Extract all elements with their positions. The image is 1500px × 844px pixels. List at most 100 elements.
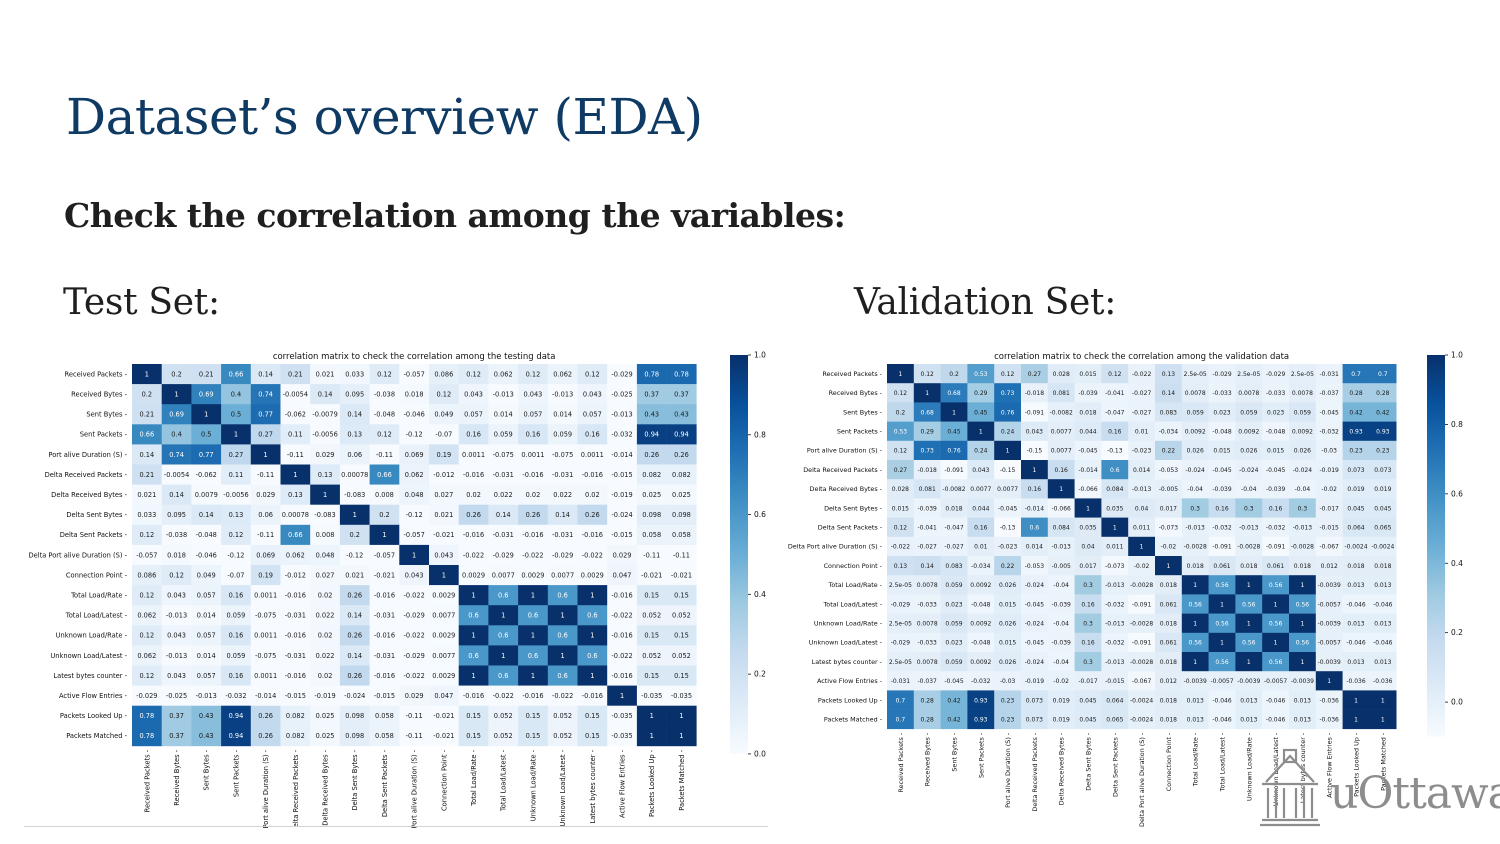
heatmap-cell xyxy=(1208,402,1236,422)
heatmap-cell-value: 0.022 xyxy=(316,612,335,620)
heatmap-cell xyxy=(1262,460,1290,480)
heatmap-cell xyxy=(191,565,222,586)
heatmap-cell xyxy=(429,605,459,626)
heatmap-cell xyxy=(191,504,222,526)
heatmap-cell-value: -0.021 xyxy=(671,571,692,579)
heatmap-cell-value: 0.018 xyxy=(1079,409,1096,416)
heatmap-cell-value: -0.019 xyxy=(611,491,632,499)
heatmap-cell-value: 0.0011 xyxy=(254,672,277,680)
heatmap-cell xyxy=(339,464,370,485)
heatmap-cell xyxy=(369,524,400,546)
heatmap-cell-value: -0.073 xyxy=(1159,525,1179,532)
heatmap-cell xyxy=(636,725,667,747)
heatmap-cell-value: 1 xyxy=(590,632,594,640)
heatmap-cell-value: 0.013 xyxy=(1187,717,1204,724)
heatmap-cell xyxy=(1181,498,1209,518)
heatmap-cell xyxy=(1289,613,1317,634)
heatmap-cell-value: 0.26 xyxy=(347,591,362,599)
heatmap-cell xyxy=(221,444,252,465)
heatmap-cell-value: 0.15 xyxy=(526,732,541,740)
heatmap-cell-value: 0.14 xyxy=(347,411,362,419)
heatmap-cell xyxy=(1342,402,1370,422)
heatmap-cell-value: 0.14 xyxy=(347,652,362,660)
heatmap-cell-value: 0.014 xyxy=(1026,544,1043,551)
heatmap-cell xyxy=(1289,383,1317,403)
y-tick-label-delta-sent-packets: Delta Sent Packets - xyxy=(60,531,128,539)
heatmap-cell-value: -0.023 xyxy=(1132,448,1152,455)
heatmap-cell-value: -0.039 xyxy=(918,505,938,512)
heatmap-cell-value: 0.0092 xyxy=(1292,429,1313,436)
heatmap-cell xyxy=(913,709,941,730)
heatmap-cell-value: 0.043 xyxy=(583,390,602,398)
heatmap-cell-value: 0.26 xyxy=(347,672,362,680)
heatmap-cell xyxy=(369,464,400,485)
heatmap-cell-value: 0.21 xyxy=(140,411,155,419)
y-tick-label-sent-packets: Sent Packets - xyxy=(837,428,882,436)
x-tick-label-unknown-load-rate: Unknown Load/Rate - xyxy=(529,749,537,821)
heatmap-cell xyxy=(132,404,162,425)
heatmap-cell xyxy=(1128,709,1156,730)
heatmap-cell xyxy=(1181,364,1209,384)
heatmap-cell-value: -0.016 xyxy=(522,692,543,700)
heatmap-cell-value: 0.0011 xyxy=(521,451,544,459)
heatmap-cell-value: 0.021 xyxy=(137,491,156,499)
heatmap-cell-value: -0.045 xyxy=(1212,467,1232,474)
heatmap-cell xyxy=(488,484,519,505)
heatmap-cell xyxy=(369,645,400,666)
heatmap-cell xyxy=(666,464,697,485)
heatmap-cell-value: -0.0039 xyxy=(1318,621,1341,628)
heatmap-cell xyxy=(429,565,459,586)
heatmap-cell-value: -0.046 xyxy=(1266,717,1286,724)
heatmap-cell-value: 1 xyxy=(1274,601,1278,608)
heatmap-cell-value: 0.16 xyxy=(229,672,244,680)
y-tick-label-unknown-load-latest: Unknown Load/Latest - xyxy=(809,639,882,647)
x-tick-label-total-load-latest: Total Load/Latest - xyxy=(1219,733,1227,793)
heatmap-cell xyxy=(940,690,968,710)
heatmap-cell xyxy=(1342,556,1370,576)
heatmap-cell-value: -0.013 xyxy=(552,390,573,398)
heatmap-cell-value: -0.047 xyxy=(944,525,964,532)
heatmap-cell xyxy=(221,504,252,526)
heatmap-cell xyxy=(1128,575,1156,595)
heatmap-cell-value: 0.14 xyxy=(1162,390,1176,397)
heatmap-cell-value: 0.086 xyxy=(434,370,453,378)
heatmap-cell xyxy=(1047,709,1075,730)
heatmap-cell xyxy=(369,725,400,747)
heatmap-cell-value: 0.16 xyxy=(229,632,244,640)
heatmap-cell xyxy=(1074,652,1102,672)
heatmap-cell xyxy=(1101,402,1129,422)
heatmap-cell-value: 0.12 xyxy=(377,370,392,378)
heatmap-cell xyxy=(132,384,162,405)
heatmap-cell-value: 0.12 xyxy=(140,591,155,599)
heatmap-cell-value: 0.059 xyxy=(553,431,572,439)
heatmap-cell xyxy=(221,544,252,566)
heatmap-cell-value: 0.0092 xyxy=(1185,429,1206,436)
heatmap-cell-value: 0.56 xyxy=(1242,640,1256,647)
heatmap-cell-value: 0.21 xyxy=(140,471,155,479)
heatmap-cell-value: -0.091 xyxy=(1132,640,1152,647)
heatmap-cell-value: 0.0077 xyxy=(997,486,1018,493)
heatmap-cell xyxy=(994,536,1022,557)
y-tick-label-active-flow-entries: Active Flow Entries - xyxy=(817,677,882,685)
heatmap-cell xyxy=(369,605,400,626)
heatmap-cell xyxy=(250,685,281,706)
heatmap-cell xyxy=(666,605,697,626)
heatmap-cell xyxy=(607,705,638,727)
heatmap-cell xyxy=(458,484,489,505)
heatmap-cell-value: 0.029 xyxy=(256,491,275,499)
heatmap-cell-value: -0.046 xyxy=(404,411,425,419)
x-tick-label-packets-matched: Packets Matched - xyxy=(678,749,686,810)
heatmap-cell xyxy=(1315,498,1343,518)
heatmap-cell xyxy=(458,404,489,425)
heatmap-cell-value: -0.025 xyxy=(611,390,632,398)
heatmap-cell-value: -0.039 xyxy=(1266,486,1286,493)
heatmap-cell xyxy=(458,685,489,706)
heatmap-cell-value: -0.014 xyxy=(1025,505,1045,512)
heatmap-cell-value: 0.43 xyxy=(199,732,214,740)
heatmap-cell-value: 0.057 xyxy=(197,591,216,599)
heatmap-cell xyxy=(1289,556,1317,576)
logo-text: uOttawa xyxy=(1330,768,1500,819)
heatmap-cell xyxy=(887,498,915,518)
heatmap-cell-value: 0.6 xyxy=(587,612,598,620)
heatmap-cell xyxy=(1289,671,1317,691)
